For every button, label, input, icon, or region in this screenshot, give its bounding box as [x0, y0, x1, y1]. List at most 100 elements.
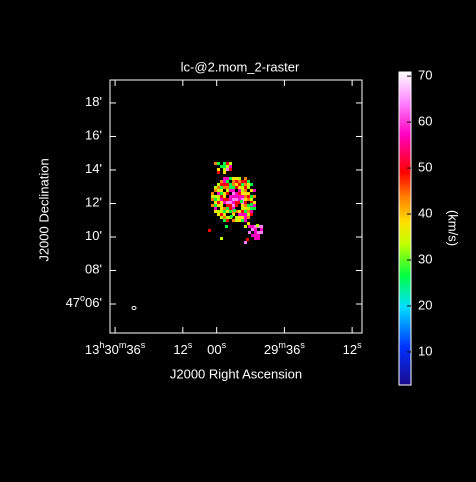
pixel — [244, 225, 247, 228]
pixel — [214, 210, 217, 213]
pixel — [235, 216, 238, 219]
pixel — [244, 198, 247, 201]
pixel — [220, 204, 223, 207]
pixel — [226, 210, 229, 213]
pixel — [229, 183, 232, 186]
pixel — [223, 180, 226, 183]
pixel — [220, 186, 223, 189]
label-part: 29 — [264, 342, 278, 357]
pixel — [241, 204, 244, 207]
pixel — [232, 198, 235, 201]
label-part: 12 — [173, 342, 187, 357]
y-tick-label: 47o06' — [66, 293, 102, 310]
pixel — [232, 183, 235, 186]
x-tick-label: 00s — [207, 340, 226, 357]
pixel — [220, 201, 223, 204]
pixel — [217, 210, 220, 213]
pixel — [238, 180, 241, 183]
superscript: s — [141, 340, 146, 350]
pixel — [233, 209, 236, 212]
label-part: 16' — [85, 128, 102, 143]
colorbar-tick-label: 10 — [418, 343, 432, 358]
pixel — [232, 189, 235, 192]
pixel — [229, 201, 232, 204]
pixel — [226, 186, 229, 189]
pixel — [235, 210, 238, 213]
pixel — [260, 225, 263, 228]
pixel — [232, 204, 235, 207]
y-tick-label: 10' — [85, 228, 102, 243]
pixel — [246, 238, 249, 241]
pixel — [250, 203, 253, 206]
pixel — [241, 195, 244, 198]
pixel — [214, 198, 217, 201]
pixel — [223, 219, 226, 222]
pixel — [250, 183, 253, 186]
pixel — [244, 207, 247, 210]
pixel — [238, 198, 241, 201]
pixel — [247, 210, 250, 213]
pixel — [223, 186, 226, 189]
pixel — [223, 165, 226, 168]
pixel — [223, 183, 226, 186]
label-part: 08' — [85, 262, 102, 277]
pixel — [244, 216, 247, 219]
pixel — [232, 207, 235, 210]
pixel — [253, 201, 256, 204]
pixel — [248, 231, 251, 234]
pixel — [244, 213, 247, 216]
pixel — [220, 237, 223, 240]
pixel — [250, 207, 253, 210]
pixel — [223, 213, 226, 216]
pixel — [247, 192, 250, 195]
pixel — [220, 183, 223, 186]
pixel — [220, 210, 223, 213]
pixel — [229, 177, 232, 180]
label-part: 06' — [85, 295, 102, 310]
pixel — [226, 162, 229, 165]
pixel — [248, 225, 251, 228]
pixel — [229, 186, 232, 189]
pixel — [238, 177, 241, 180]
pixel — [232, 195, 235, 198]
pixel — [211, 192, 214, 195]
pixel — [250, 201, 253, 204]
plot-frame — [109, 79, 363, 334]
pixel — [238, 192, 241, 195]
pixel — [244, 177, 247, 180]
pixel — [241, 186, 244, 189]
pixel — [250, 213, 253, 216]
pixel — [229, 165, 232, 168]
superscript: o — [80, 293, 85, 303]
pixel — [235, 219, 238, 222]
pixel — [217, 192, 220, 195]
pixel — [229, 198, 232, 201]
pixel — [229, 195, 232, 198]
pixel — [247, 198, 250, 201]
pixel — [223, 168, 226, 171]
pixel — [232, 201, 235, 204]
pixel — [229, 204, 232, 207]
pixel — [217, 171, 220, 174]
y-tick-label: 18' — [85, 94, 102, 109]
pixel — [214, 189, 217, 192]
pixel — [244, 219, 247, 222]
colorbar-label: (km/s) — [446, 210, 461, 246]
pixel — [211, 204, 214, 207]
pixel — [220, 189, 223, 192]
pixel — [241, 213, 244, 216]
pixel — [229, 207, 232, 210]
pixel — [238, 201, 241, 204]
pixel — [217, 195, 220, 198]
pixel — [229, 162, 232, 165]
pixel — [241, 198, 244, 201]
pixel — [238, 195, 241, 198]
pixel — [250, 195, 253, 198]
pixel — [214, 162, 217, 165]
pixel — [241, 216, 244, 219]
pixel — [226, 165, 229, 168]
colorbar-tick-label: 50 — [418, 159, 432, 174]
pixel — [238, 213, 241, 216]
pixel — [253, 207, 256, 210]
